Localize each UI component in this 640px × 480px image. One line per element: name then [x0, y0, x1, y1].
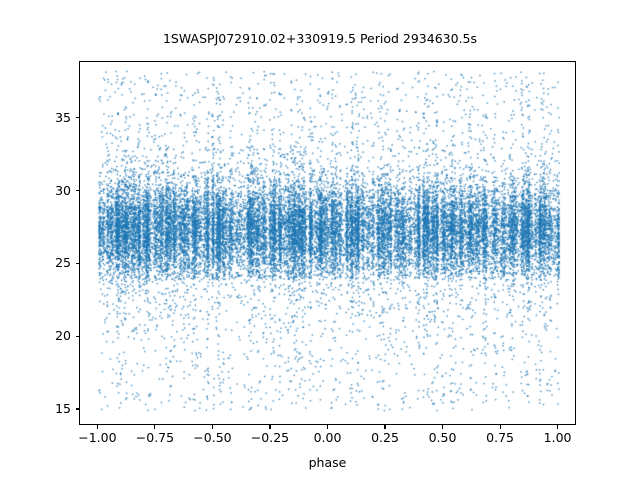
y-tick-label: 20 — [55, 327, 71, 343]
x-tick-mark — [384, 425, 386, 429]
y-tick-label: 15 — [55, 400, 71, 416]
x-tick-label: 0.75 — [486, 430, 514, 445]
x-tick-mark — [96, 425, 98, 429]
x-tick-mark — [557, 425, 559, 429]
y-tick-label: 30 — [55, 182, 71, 198]
x-tick-label: −0.50 — [193, 430, 232, 445]
x-tick-mark — [441, 425, 444, 429]
x-tick-label: 0.25 — [371, 430, 399, 445]
x-tick-label: −0.25 — [250, 430, 290, 445]
x-tick-label: −1.00 — [78, 430, 117, 445]
x-tick-label: 1.00 — [543, 430, 572, 445]
plot-axes-area — [79, 61, 576, 425]
y-tick-label: 35 — [55, 109, 71, 125]
y-tick-label: 25 — [55, 255, 71, 271]
x-tick-mark — [211, 425, 213, 429]
x-tick-mark — [154, 425, 156, 429]
chart-title: 1SWASPJ072910.02+330919.5 Period 2934630… — [162, 31, 478, 46]
x-tick-label: −0.75 — [135, 430, 175, 445]
scatter-plot-canvas — [80, 62, 575, 424]
x-tick-mark — [499, 425, 501, 429]
x-tick-label: 0.00 — [313, 430, 342, 445]
x-tick-mark — [326, 425, 329, 429]
x-tick-label: 0.50 — [428, 430, 457, 445]
x-tick-mark — [269, 425, 271, 429]
x-axis-label: phase — [308, 455, 347, 470]
